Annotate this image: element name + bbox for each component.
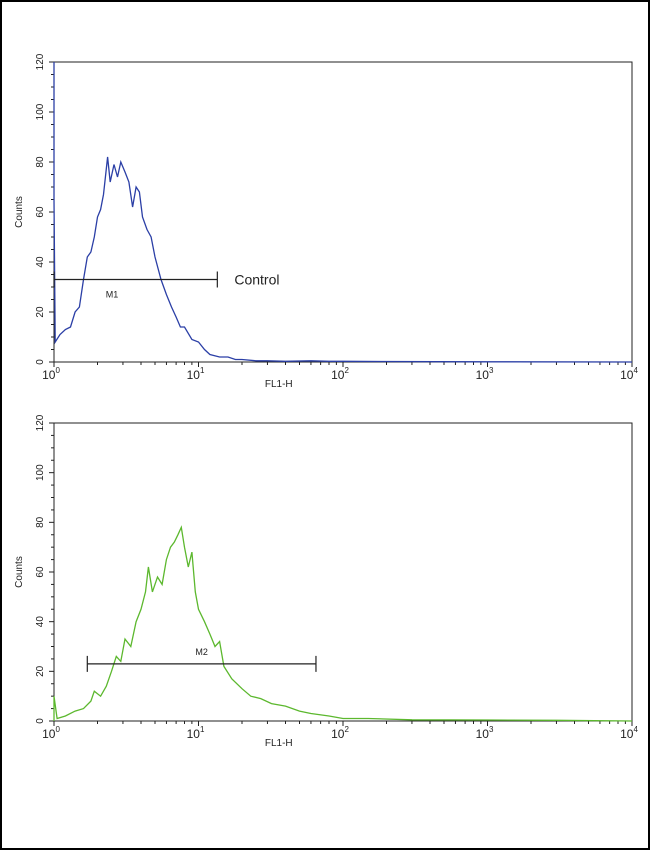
y-tick-label: 60: [35, 566, 46, 578]
x-tick-exponent: 0: [55, 725, 60, 734]
y-tick-label: 60: [35, 206, 46, 218]
x-tick-exponent: 0: [55, 366, 60, 375]
y-tick-label: 0: [35, 359, 46, 365]
x-tick-exponent: 2: [344, 725, 349, 734]
annotation-label: Control: [234, 272, 279, 288]
x-tick-label: 100: [42, 366, 60, 382]
x-axis-label: FL1-H: [265, 738, 293, 749]
x-tick-label: 103: [476, 366, 494, 382]
x-tick-exponent: 4: [633, 725, 638, 734]
y-tick-label: 40: [35, 616, 46, 628]
histogram-line: [53, 525, 633, 722]
y-tick-label: 80: [35, 516, 46, 528]
marker-label: M2: [195, 647, 208, 657]
plot-area-border: [53, 422, 633, 722]
x-axis-label: FL1-H: [265, 379, 293, 390]
x-tick-exponent: 2: [344, 366, 349, 375]
x-tick-label: 104: [620, 725, 638, 741]
y-tick-label: 100: [35, 464, 46, 481]
y-tick-label: 40: [35, 256, 46, 268]
x-tick-exponent: 4: [633, 366, 638, 375]
y-tick-label: 20: [35, 306, 46, 318]
x-tick-label: 101: [187, 725, 205, 741]
y-tick-label: 100: [35, 103, 46, 120]
x-tick-exponent: 3: [489, 366, 494, 375]
x-tick-label: 102: [331, 725, 349, 741]
x-tick-exponent: 3: [489, 725, 494, 734]
y-axis-label: Counts: [14, 556, 25, 588]
histogram-line: [53, 62, 633, 363]
x-tick-exponent: 1: [200, 366, 205, 375]
plot-area-border: [53, 61, 633, 363]
x-tick-label: 100: [42, 725, 60, 741]
x-tick-label: 102: [331, 366, 349, 382]
x-tick-label: 104: [620, 366, 638, 382]
y-tick-label: 120: [35, 53, 46, 70]
y-tick-label: 80: [35, 156, 46, 168]
y-axis-label: Counts: [14, 196, 25, 228]
y-tick-label: 20: [35, 665, 46, 677]
y-tick-label: 0: [35, 718, 46, 724]
y-tick-label: 120: [35, 414, 46, 431]
x-tick-label: 101: [187, 366, 205, 382]
x-tick-label: 103: [476, 725, 494, 741]
x-tick-exponent: 1: [200, 725, 205, 734]
marker-label: M1: [106, 290, 119, 300]
